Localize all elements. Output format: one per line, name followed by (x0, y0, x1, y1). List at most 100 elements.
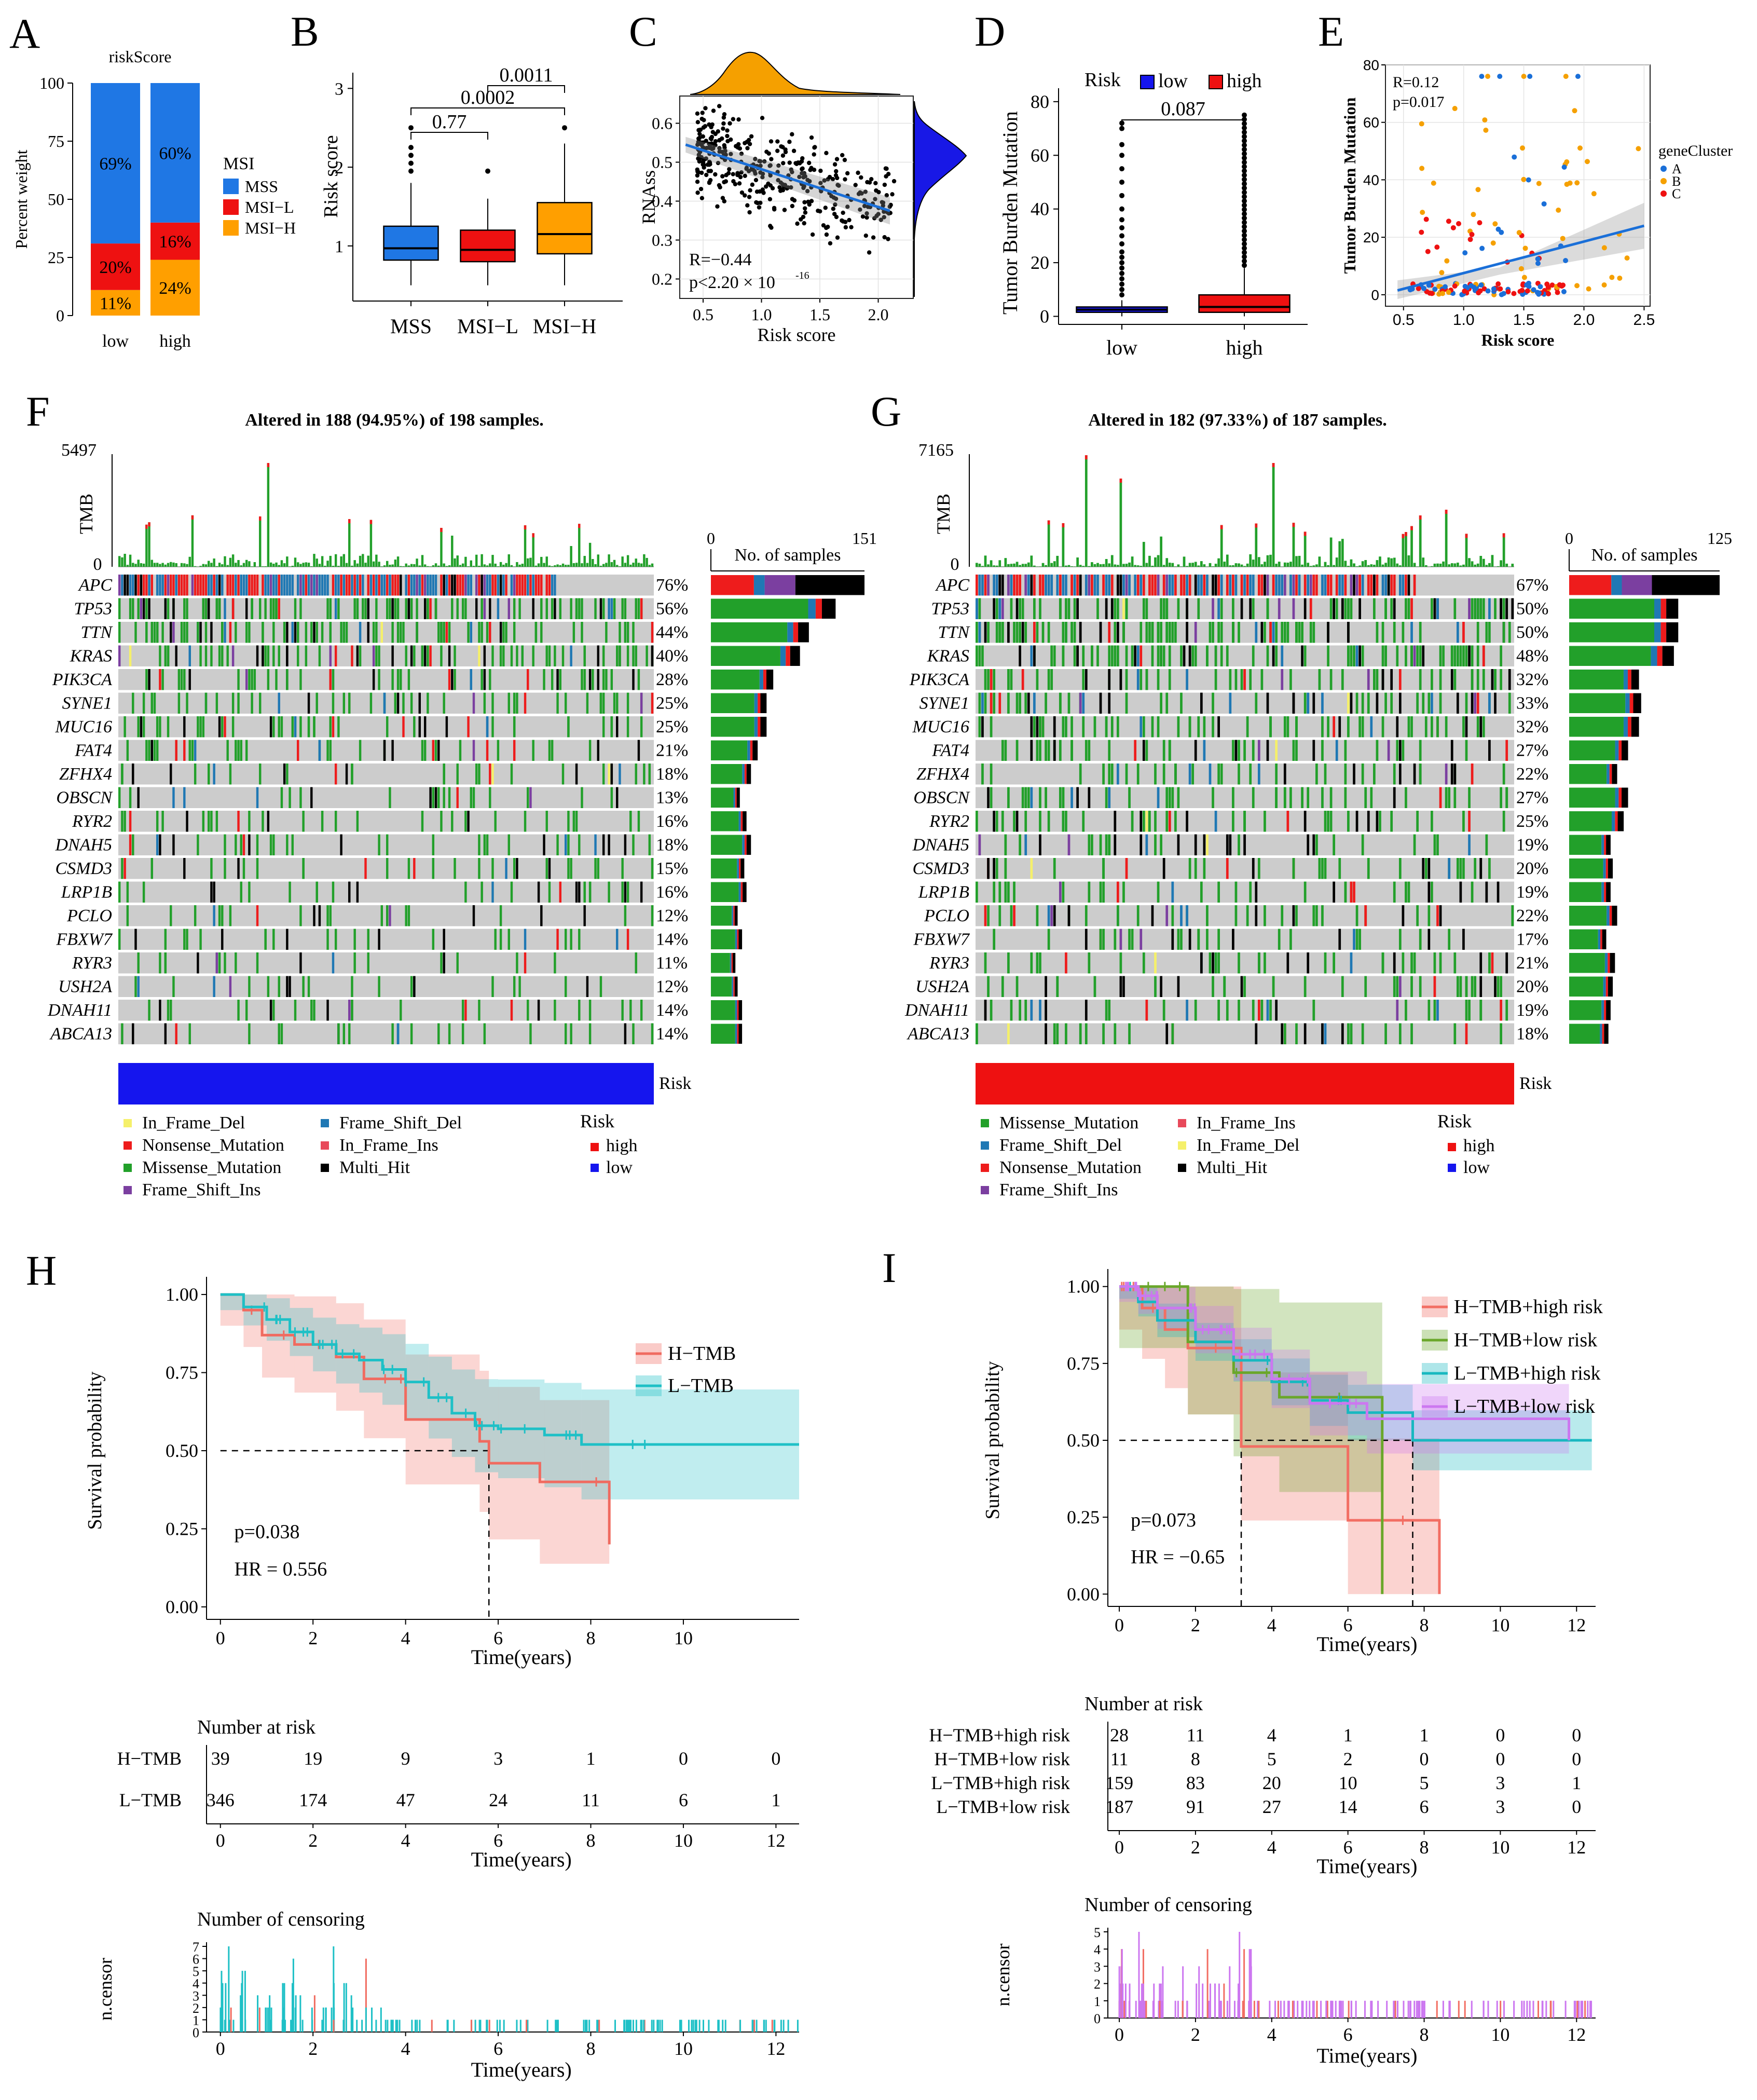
legend-label: L−TMB+high risk (1454, 1362, 1600, 1384)
tmb-bar (443, 563, 445, 567)
scatter-point (766, 151, 771, 156)
bar-segment (743, 882, 747, 902)
tmb-bar (1353, 563, 1355, 567)
tmb-bar (237, 560, 240, 567)
mutation-cell (326, 575, 329, 596)
gene-percent: 21% (1516, 953, 1548, 973)
bar-MSS-high (150, 83, 200, 223)
scatter-point (720, 196, 725, 200)
mutation-cell (1174, 763, 1177, 785)
tmb-bar (1485, 565, 1488, 567)
bar-segment (711, 646, 780, 666)
legend-key (321, 1164, 329, 1172)
ci-segment (220, 1294, 244, 1311)
mutation-cell (1013, 905, 1015, 926)
mutation-cell (478, 645, 481, 666)
tmb-bar (137, 560, 140, 567)
mutation-cell (1041, 716, 1045, 738)
scatter-point (752, 169, 757, 174)
tmb-bar (456, 555, 459, 567)
scatter-point (758, 200, 763, 206)
mutation-cell (1039, 1000, 1041, 1021)
legend-label: low (1158, 70, 1188, 92)
mutation-cell (251, 669, 253, 690)
mutation-cell (1398, 692, 1402, 714)
y-tick-label: 75 (48, 132, 64, 151)
bar-segment (1604, 835, 1607, 855)
mutation-cell (159, 716, 161, 738)
mutation-cell (1194, 575, 1197, 596)
tmb-bar (637, 563, 640, 567)
ci-band-L−TMB (220, 1294, 799, 1499)
mutation-cell (1065, 811, 1067, 832)
scatter-point (1519, 288, 1525, 293)
bar-segment (711, 835, 743, 855)
mutation-cell (1275, 1000, 1278, 1021)
mutation-cell (1088, 881, 1091, 903)
mutation-cell (121, 858, 123, 879)
mutation-cell (318, 905, 321, 926)
tmb-bar (180, 563, 183, 567)
y-tick-label: 60 (1363, 115, 1379, 131)
scatter-point (841, 219, 846, 224)
mutation-cell (1286, 716, 1289, 738)
censor-x-tick: 4 (401, 2038, 410, 2059)
mutation-cell (1234, 881, 1238, 903)
mutation-cell (548, 881, 551, 903)
mutation-cell (267, 811, 270, 832)
mutation-cell (1001, 598, 1004, 619)
mutation-cell (583, 905, 586, 926)
scatter-point (793, 161, 798, 166)
tmb-bar (269, 562, 272, 567)
tmb-bar (348, 519, 351, 567)
mutation-cell (1162, 740, 1165, 761)
mutation-cell (170, 575, 172, 596)
mutation-cell (437, 787, 440, 808)
mutation-cell (616, 645, 619, 666)
mutation-cell (1102, 575, 1105, 596)
mutation-cell (578, 598, 581, 619)
risk-strip-label: Risk (1519, 1074, 1552, 1093)
mutation-cell (1508, 669, 1511, 690)
mutation-cell (329, 598, 332, 619)
mutation-cell (1459, 976, 1462, 997)
mutation-cell (570, 858, 572, 879)
scatter-point (707, 160, 712, 165)
mutation-cell (351, 976, 353, 997)
tmb-bar-top (1303, 531, 1307, 536)
mutation-cell (1373, 669, 1376, 690)
tmb-bar (297, 562, 299, 567)
mutation-cell (1114, 929, 1117, 950)
tmb-bar (489, 563, 491, 567)
mutation-cell (502, 622, 505, 643)
mutation-cell (1269, 622, 1272, 643)
mutation-cell (1021, 787, 1024, 808)
mutation-cell (1459, 645, 1462, 666)
legend-key (223, 179, 239, 194)
bar-segment (1617, 811, 1624, 831)
mutation-cell (256, 834, 259, 855)
mutation-cell (1165, 622, 1169, 643)
mutation-cell (987, 669, 990, 690)
tmb-bar (1416, 566, 1419, 567)
mutation-cell (1013, 575, 1015, 596)
mutation-cell (421, 811, 424, 832)
tmb-bar (1053, 561, 1056, 567)
mutation-cell (1341, 669, 1344, 690)
mutation-cell (140, 575, 143, 596)
y-tick-label: 0.25 (166, 1518, 198, 1539)
outlier-point (1242, 237, 1247, 242)
mutation-cell (407, 575, 410, 596)
tmb-bar (548, 565, 551, 567)
scatter-point (767, 163, 772, 168)
mutation-cell (1154, 952, 1157, 974)
mutation-cell (1327, 716, 1329, 738)
mutation-cell (1145, 669, 1148, 690)
mutation-cell (1333, 952, 1336, 974)
mutation-cell (248, 575, 251, 596)
mutation-cell (1114, 622, 1117, 643)
mutation-cell (1387, 575, 1390, 596)
mutation-cell (1004, 834, 1007, 855)
tmb-bar (1122, 564, 1125, 567)
bar-segment (711, 811, 739, 831)
